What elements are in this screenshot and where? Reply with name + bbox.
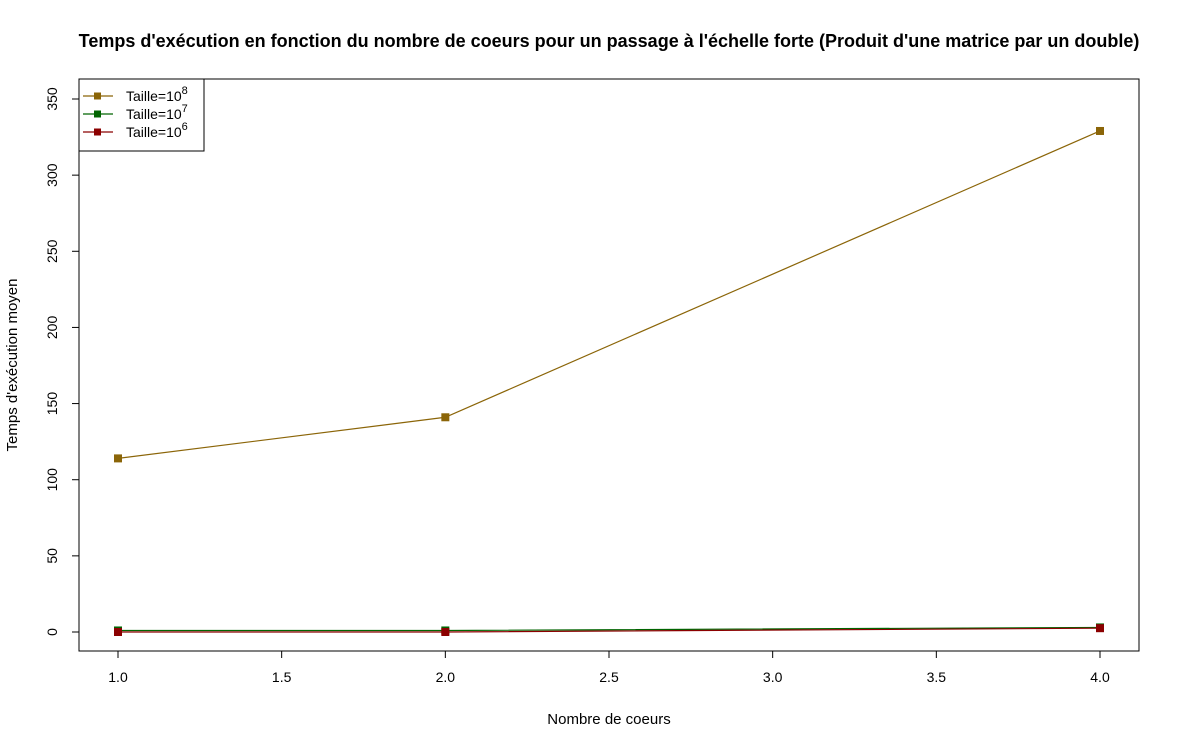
- x-tick-label: 1.5: [272, 669, 292, 685]
- legend-item: Taille=106: [83, 121, 188, 140]
- series-taille-108: [114, 126, 1104, 463]
- data-point: [441, 413, 450, 422]
- legend-marker: [94, 110, 101, 118]
- x-tick-label: 1.0: [108, 669, 128, 685]
- x-tick-label: 2.0: [436, 669, 456, 685]
- data-point: [1096, 624, 1104, 633]
- legend-marker: [94, 128, 101, 136]
- legend-label-base: Taille=10: [126, 106, 182, 122]
- data-point: [441, 628, 450, 636]
- y-tick-label: 200: [44, 316, 60, 340]
- x-tick-label: 4.0: [1090, 669, 1110, 685]
- series-taille-106: [114, 624, 1104, 636]
- y-axis: 0 50 100 150 200 250 300 350: [44, 87, 80, 636]
- legend-label-exponent: 6: [182, 121, 188, 133]
- series-line: [117, 130, 1101, 459]
- y-axis-label: Temps d'exécution moyen: [4, 279, 21, 452]
- y-tick-label: 150: [44, 392, 60, 416]
- legend-marker: [94, 92, 101, 100]
- x-tick-label: 3.0: [763, 669, 783, 685]
- plot-area-frame: [78, 78, 1140, 652]
- data-point: [114, 628, 122, 636]
- legend-label-base: Taille=10: [126, 124, 182, 140]
- legend-label-base: Taille=10: [126, 88, 182, 104]
- y-tick-label: 300: [44, 163, 60, 187]
- legend-label: Taille=107: [126, 103, 188, 122]
- y-tick-label: 250: [44, 239, 60, 263]
- x-axis: 1.0 1.5 2.0 2.5 3.0 3.5 4.0: [108, 650, 1110, 685]
- y-tick-label: 100: [44, 468, 60, 492]
- x-tick-label: 2.5: [599, 669, 619, 685]
- legend-item: Taille=107: [83, 103, 188, 122]
- legend-label-exponent: 7: [182, 103, 188, 115]
- data-point: [1096, 126, 1104, 135]
- series-layer: [114, 126, 1104, 636]
- x-tick-label: 3.5: [927, 669, 947, 685]
- y-tick-label: 0: [44, 628, 60, 636]
- x-axis-label: Nombre de coeurs: [547, 711, 670, 728]
- legend-label-exponent: 8: [182, 85, 188, 97]
- data-point: [114, 454, 122, 463]
- chart-title: Temps d'exécution en fonction du nombre …: [79, 31, 1140, 51]
- y-tick-label: 350: [44, 87, 60, 111]
- y-tick-label: 50: [44, 548, 60, 564]
- legend-label: Taille=106: [126, 121, 188, 140]
- legend-label: Taille=108: [126, 85, 188, 104]
- legend-item: Taille=108: [83, 85, 188, 104]
